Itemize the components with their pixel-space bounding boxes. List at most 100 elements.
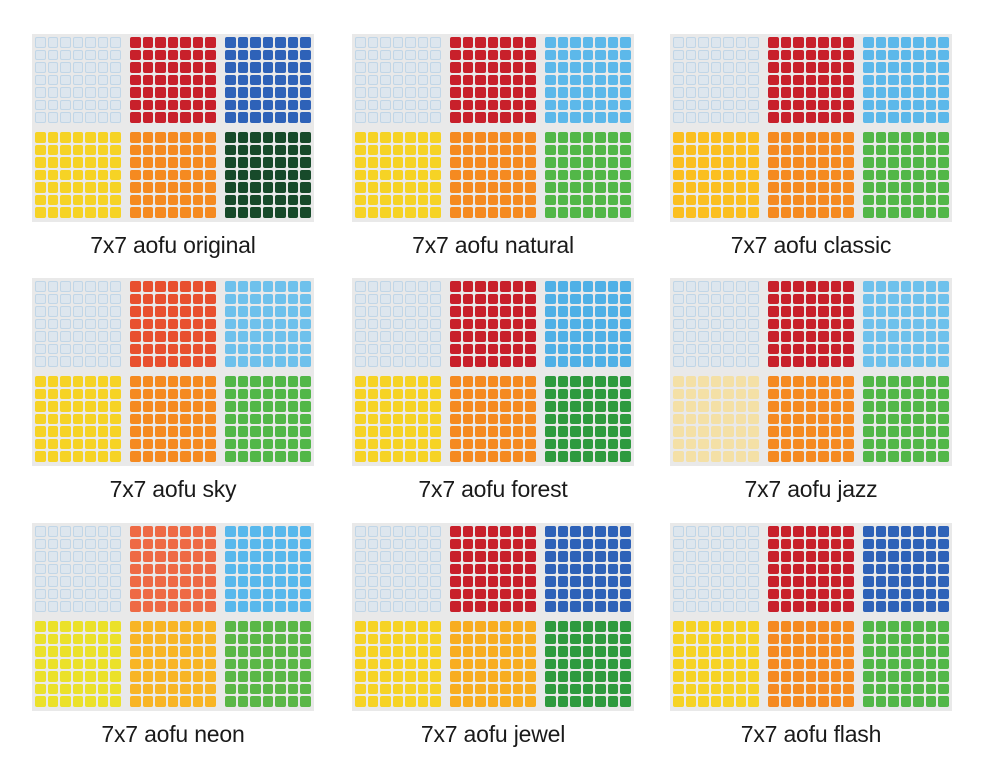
sticker-tile xyxy=(60,132,71,143)
sticker-tile xyxy=(938,671,949,682)
sticker-tile xyxy=(875,169,887,181)
sticker-tile xyxy=(723,451,734,462)
sticker-tile xyxy=(698,588,709,600)
sticker-tile xyxy=(698,207,709,218)
sticker-tile xyxy=(60,551,71,562)
sticker-tile xyxy=(60,438,71,450)
sticker-tile xyxy=(392,144,404,156)
sticker-tile xyxy=(620,538,631,550)
sticker-tile xyxy=(913,413,924,425)
sticker-tile xyxy=(367,426,379,437)
sticker-tile xyxy=(155,388,166,400)
sticker-tile xyxy=(417,633,429,645)
sticker-tile xyxy=(417,426,429,437)
sticker-tile xyxy=(525,658,536,670)
sticker-tile xyxy=(430,376,441,387)
sticker-tile xyxy=(818,331,829,342)
sticker-tile xyxy=(367,62,379,73)
sticker-tile xyxy=(913,99,924,111)
sticker-tile xyxy=(85,633,96,645)
sticker-tile xyxy=(300,388,311,400)
sticker-tile xyxy=(417,621,429,632)
sticker-tile xyxy=(500,157,511,168)
sticker-tile xyxy=(130,376,141,387)
sticker-tile xyxy=(793,576,804,587)
sticker-tile xyxy=(710,306,722,317)
sticker-tile xyxy=(557,401,569,412)
sticker-tile xyxy=(780,343,792,355)
sticker-tile xyxy=(818,169,829,181)
sticker-tile xyxy=(710,157,722,168)
sticker-tile xyxy=(487,207,499,218)
sticker-tile xyxy=(863,588,874,600)
sticker-tile xyxy=(475,144,486,156)
sticker-tile xyxy=(250,281,261,292)
sticker-tile xyxy=(430,207,441,218)
sticker-tile xyxy=(768,658,779,670)
sticker-tile xyxy=(805,538,817,550)
sticker-tile xyxy=(793,413,804,425)
sticker-tile xyxy=(545,331,556,342)
sticker-tile xyxy=(913,426,924,437)
sticker-tile xyxy=(392,74,404,86)
sticker-tile xyxy=(405,281,416,292)
sticker-tile xyxy=(417,401,429,412)
sticker-tile xyxy=(818,318,829,330)
sticker-tile xyxy=(925,99,937,111)
sticker-tile xyxy=(525,451,536,462)
sticker-tile xyxy=(35,388,46,400)
sticker-tile xyxy=(47,306,59,317)
sticker-tile xyxy=(192,207,204,218)
sticker-tile xyxy=(85,306,96,317)
sticker-tile xyxy=(380,207,391,218)
sticker-tile xyxy=(35,182,46,193)
sticker-tile xyxy=(698,293,709,305)
sticker-tile xyxy=(110,576,121,587)
sticker-tile xyxy=(192,526,204,537)
sticker-tile xyxy=(300,633,311,645)
sticker-tile xyxy=(430,696,441,707)
sticker-tile xyxy=(430,388,441,400)
sticker-tile xyxy=(570,194,581,206)
sticker-tile xyxy=(913,633,924,645)
sticker-tile xyxy=(97,343,109,355)
sticker-tile xyxy=(392,696,404,707)
sticker-tile xyxy=(72,633,84,645)
sticker-tile xyxy=(275,551,286,562)
sticker-tile xyxy=(723,144,734,156)
sticker-tile xyxy=(130,588,141,600)
sticker-tile xyxy=(780,356,792,367)
sticker-tile xyxy=(35,413,46,425)
sticker-tile xyxy=(380,601,391,612)
sticker-tile xyxy=(768,601,779,612)
sticker-tile xyxy=(405,87,416,98)
sticker-tile xyxy=(863,646,874,657)
sticker-tile xyxy=(450,376,461,387)
sticker-tile xyxy=(673,87,684,98)
sticker-face xyxy=(222,278,314,370)
sticker-tile xyxy=(723,671,734,682)
sticker-tile xyxy=(167,438,179,450)
sticker-tile xyxy=(205,451,216,462)
sticker-tile xyxy=(673,74,684,86)
sticker-tile xyxy=(913,207,924,218)
sticker-tile xyxy=(47,388,59,400)
sticker-tile xyxy=(462,388,474,400)
sticker-tile xyxy=(913,49,924,61)
sticker-tile xyxy=(130,49,141,61)
sticker-tile xyxy=(525,413,536,425)
sticker-tile xyxy=(768,306,779,317)
sticker-tile xyxy=(673,112,684,123)
sticker-tile xyxy=(225,207,236,218)
sticker-tile xyxy=(925,306,937,317)
sticker-tile xyxy=(250,194,261,206)
sticker-tile xyxy=(863,157,874,168)
sticker-tile xyxy=(607,538,619,550)
sticker-tile xyxy=(192,99,204,111)
sticker-tile xyxy=(620,194,631,206)
sticker-tile xyxy=(380,696,391,707)
sticker-tile xyxy=(830,633,842,645)
sticker-tile xyxy=(500,671,511,682)
sticker-tile xyxy=(192,683,204,695)
sticker-tile xyxy=(512,526,524,537)
